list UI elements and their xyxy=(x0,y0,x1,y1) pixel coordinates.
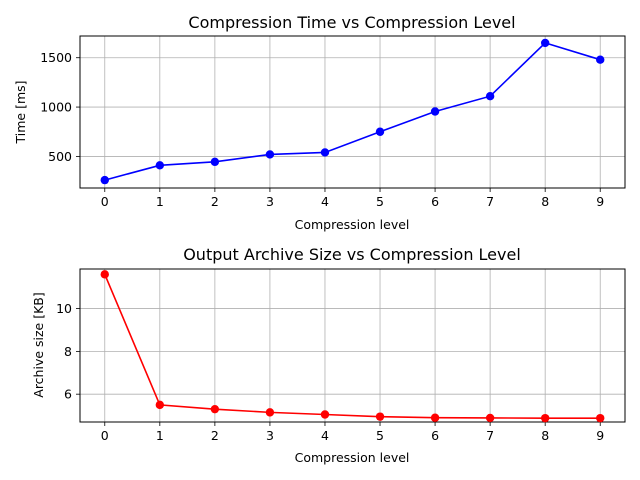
time-data-point xyxy=(375,127,385,136)
time-x-tick-label: 6 xyxy=(431,194,439,209)
time-data-point xyxy=(210,157,220,167)
size-y-tick-label: 6 xyxy=(64,387,72,402)
time-data-point xyxy=(596,55,605,64)
size-x-tick-label: 8 xyxy=(541,428,549,443)
size-x-tick-label: 4 xyxy=(321,428,329,443)
size-data-point xyxy=(375,412,385,421)
time-y-tick-label: 1000 xyxy=(40,100,72,115)
time-x-tick-label: 7 xyxy=(486,194,494,209)
size-x-tick-label: 3 xyxy=(266,428,274,443)
size-x-tick-label: 9 xyxy=(596,428,604,443)
time-data-point xyxy=(540,38,550,48)
size-x-ticks: 0 1 2 3 4 5 6 7 8 9 xyxy=(101,422,604,443)
size-data-point xyxy=(596,413,605,423)
size-x-tick-label: 7 xyxy=(486,428,494,443)
time-data-point xyxy=(100,175,109,185)
size-data-point xyxy=(155,400,165,410)
time-x-tick-label: 1 xyxy=(156,194,164,209)
size-data-point xyxy=(540,413,550,423)
time-x-tick-label: 9 xyxy=(596,194,604,209)
size-plot-frame xyxy=(79,268,626,423)
time-data-point xyxy=(485,92,495,101)
size-x-tick-label: 2 xyxy=(211,428,219,443)
time-y-axis-label: Time [ms] xyxy=(13,80,28,144)
time-y-tick-label: 500 xyxy=(48,149,72,164)
time-x-tick-label: 0 xyxy=(101,194,109,209)
size-y-tick-label: 10 xyxy=(56,301,72,316)
time-x-tick-label: 3 xyxy=(266,194,274,209)
size-data-point xyxy=(265,408,275,417)
time-x-ticks: 0 1 2 3 4 5 6 7 8 9 xyxy=(101,188,604,209)
size-x-tick-label: 0 xyxy=(101,428,109,443)
time-x-axis-label: Compression level xyxy=(295,217,410,232)
size-grid xyxy=(80,269,625,422)
time-series-line xyxy=(104,42,601,181)
size-data-point xyxy=(210,404,220,414)
time-y-ticks: 500 1000 1500 xyxy=(40,50,80,164)
time-series xyxy=(100,38,605,185)
size-x-tick-label: 6 xyxy=(431,428,439,443)
time-y-tick-label: 1500 xyxy=(40,50,72,65)
size-y-axis-label: Archive size [KB] xyxy=(31,292,46,397)
time-data-point xyxy=(155,161,165,170)
time-grid xyxy=(80,36,625,188)
size-y-ticks: 6 8 10 xyxy=(56,301,80,402)
size-x-axis-label: Compression level xyxy=(295,450,410,465)
size-y-tick-label: 8 xyxy=(64,344,72,359)
size-data-point xyxy=(485,413,495,423)
size-data-point xyxy=(430,413,440,422)
size-x-tick-label: 5 xyxy=(376,428,384,443)
time-data-point xyxy=(320,148,330,157)
time-data-point xyxy=(430,107,440,116)
time-chart-title: Compression Time vs Compression Level xyxy=(188,13,515,32)
size-x-tick-label: 1 xyxy=(156,428,164,443)
time-data-point xyxy=(265,150,275,159)
size-series-line xyxy=(104,274,601,419)
time-x-tick-label: 4 xyxy=(321,194,329,209)
time-x-tick-label: 5 xyxy=(376,194,384,209)
size-subplot: Output Archive Size vs Compression Level… xyxy=(31,245,626,465)
size-chart-title: Output Archive Size vs Compression Level xyxy=(183,245,521,264)
time-plot-frame xyxy=(79,35,626,189)
time-subplot: Compression Time vs Compression Level 0 1… xyxy=(13,13,626,232)
time-x-tick-label: 8 xyxy=(541,194,549,209)
size-data-point xyxy=(320,410,330,419)
size-series xyxy=(100,270,605,423)
time-x-tick-label: 2 xyxy=(211,194,219,209)
size-data-point xyxy=(100,270,109,279)
